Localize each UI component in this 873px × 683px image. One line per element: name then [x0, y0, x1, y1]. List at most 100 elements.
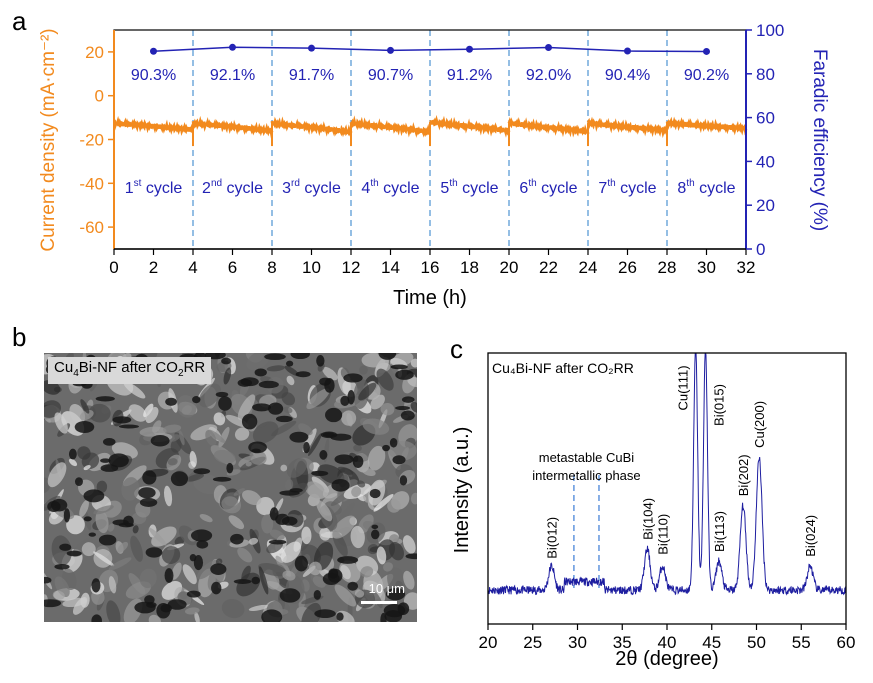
- sem-texture: [184, 607, 200, 615]
- y-axis-label-c: Intensity (a.u.): [451, 427, 473, 554]
- sem-texture: [199, 513, 213, 523]
- y-tick-label: -40: [79, 174, 104, 193]
- x-tick-label: 20: [479, 633, 498, 652]
- sem-pore: [331, 479, 350, 492]
- sem-texture: [249, 449, 267, 466]
- sem-texture: [257, 563, 287, 577]
- sem-pore: [320, 431, 338, 439]
- sem-texture: [179, 430, 185, 446]
- sem-pore: [264, 353, 286, 361]
- sem-texture: [223, 367, 232, 385]
- sem-texture: [282, 570, 296, 581]
- xrd-pattern: [487, 352, 847, 596]
- panel-letter-b: b: [12, 322, 26, 352]
- cycle-label: 3rd cycle: [282, 178, 341, 197]
- y-axis-label-a: Current density (mA·cm⁻²): [38, 28, 59, 251]
- sem-pore: [118, 522, 134, 528]
- sem-texture: [387, 567, 407, 595]
- sem-texture: [93, 505, 114, 515]
- sem-pore: [395, 406, 411, 411]
- sem-texture: [79, 499, 89, 518]
- sem-pore: [241, 413, 258, 430]
- sem-pore: [343, 373, 363, 383]
- sem-texture: [88, 403, 111, 423]
- x-tick-label: 25: [523, 633, 542, 652]
- sem-texture: [246, 353, 271, 371]
- sem-texture: [360, 566, 374, 578]
- x-tick-label: 4: [188, 258, 197, 277]
- sem-pore: [156, 602, 171, 619]
- panel-letter-c: c: [450, 334, 463, 364]
- sem-texture: [301, 602, 322, 622]
- sem-pore: [382, 444, 390, 452]
- x-tick-label: 35: [613, 633, 632, 652]
- sem-pore: [230, 533, 244, 545]
- sem-texture: [80, 399, 90, 414]
- sem-pore: [251, 576, 260, 585]
- sem-texture: [237, 547, 253, 563]
- sem-pore: [268, 539, 287, 545]
- sem-texture: [403, 570, 415, 590]
- x-tick-label: 60: [837, 633, 856, 652]
- sem-texture: [306, 388, 330, 410]
- sem-pore: [190, 529, 213, 542]
- sem-pore: [134, 601, 156, 614]
- sem-pore: [337, 556, 359, 564]
- peak-label: Bi(202): [736, 454, 751, 496]
- sem-pore: [340, 395, 350, 407]
- sem-texture: [337, 466, 354, 475]
- sem-pore: [390, 364, 408, 370]
- sem-pore: [118, 424, 140, 429]
- sem-texture: [52, 590, 65, 600]
- current-trace-cycle: [113, 115, 194, 137]
- sem-texture: [402, 535, 416, 554]
- sem-texture: [145, 406, 159, 424]
- sem-pore: [186, 590, 201, 598]
- sem-pore: [251, 448, 261, 453]
- sem-pore: [289, 488, 303, 493]
- sem-pore: [347, 581, 359, 591]
- sem-pore: [392, 455, 406, 465]
- sem-pore: [150, 435, 170, 447]
- x-axis-label-c: 2θ (degree): [615, 648, 718, 670]
- current-trace-cycle: [349, 115, 431, 138]
- sem-texture: [213, 412, 226, 426]
- sem-pore: [100, 464, 119, 472]
- sem-texture: [117, 541, 129, 553]
- sem-texture: [305, 481, 326, 499]
- sem-texture: [143, 403, 154, 418]
- sem-pore: [68, 448, 77, 460]
- x-tick-label: 16: [421, 258, 440, 277]
- sem-texture: [361, 353, 386, 368]
- phase-region-label: metastable CuBi: [539, 450, 634, 465]
- sem-texture: [233, 488, 245, 496]
- fe-point: [229, 43, 236, 51]
- sem-pore: [102, 437, 116, 446]
- y2-tick-label: 20: [756, 196, 775, 215]
- phase-region-label: intermetallic phase: [532, 468, 640, 483]
- sem-texture: [208, 429, 226, 443]
- cycle-label: 5th cycle: [440, 178, 498, 197]
- sem-pore: [319, 377, 331, 386]
- sem-texture: [317, 464, 345, 485]
- chart-a: a 90.3% 92.1% 91.7% 90.7% 91.2% 92.0% 90.4% 90.…: [12, 6, 830, 309]
- sem-texture: [148, 614, 162, 622]
- sem-pore: [233, 579, 252, 584]
- y2-tick-label: 40: [756, 152, 775, 171]
- sem-pore: [44, 599, 62, 608]
- fe-point: [150, 47, 157, 55]
- sem-texture: [312, 576, 326, 588]
- sem-texture: [72, 597, 88, 615]
- sem-texture: [132, 525, 139, 534]
- sem-pore: [74, 477, 83, 486]
- sem-pore: [268, 402, 284, 415]
- sem-texture: [170, 438, 182, 453]
- y2-tick-label: 80: [756, 65, 775, 84]
- x-tick-label: 40: [658, 633, 677, 652]
- sem-pore: [112, 416, 132, 424]
- sem-texture: [334, 584, 357, 607]
- sem-pore: [212, 476, 232, 482]
- sem-pore: [328, 568, 339, 579]
- sem-pore: [74, 420, 95, 434]
- sem-pore: [371, 524, 379, 530]
